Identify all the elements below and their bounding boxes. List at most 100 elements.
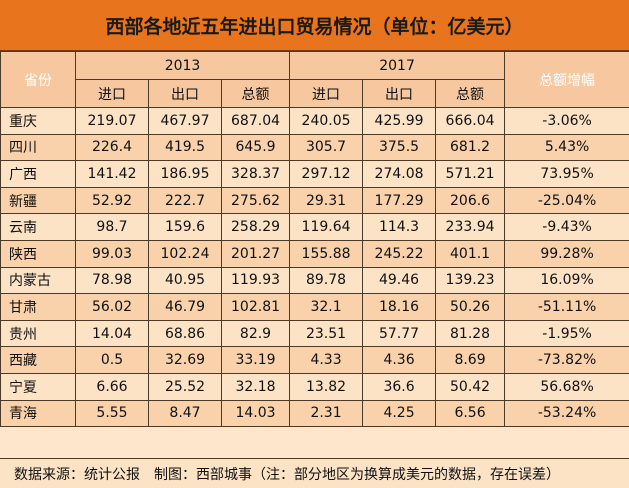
cell-import-2013: 78.98 (75, 266, 149, 295)
cell-export-2017: 274.08 (362, 160, 437, 188)
header-total-2013: 总额 (220, 79, 291, 108)
cell-province: 新疆 (0, 186, 76, 215)
cell-export-2013: 32.69 (148, 346, 222, 374)
header-export-2017: 出口 (362, 79, 437, 108)
cell-growth: 73.95% (504, 160, 629, 188)
cell-growth: 56.68% (504, 372, 629, 401)
cell-import-2017: 155.88 (289, 239, 364, 268)
cell-growth: -1.95% (504, 319, 629, 348)
cell-export-2013: 467.97 (148, 107, 222, 135)
cell-import-2013: 99.03 (75, 239, 149, 268)
cell-total-2013: 14.03 (220, 399, 291, 428)
cell-province: 贵州 (0, 319, 76, 348)
cell-export-2017: 177.29 (362, 186, 437, 215)
cell-import-2013: 141.42 (75, 160, 149, 188)
cell-total-2013: 82.9 (220, 319, 291, 348)
cell-import-2017: 2.31 (289, 399, 364, 428)
cell-total-2013: 645.9 (220, 133, 291, 162)
header-year-2013: 2013 (74, 51, 291, 80)
header-total-2017: 总额 (435, 79, 506, 108)
cell-total-2017: 81.28 (435, 319, 506, 348)
cell-total-2013: 119.93 (220, 266, 291, 295)
cell-total-2017: 139.23 (435, 266, 506, 295)
cell-growth: -9.43% (504, 213, 629, 241)
table-row: 四川 226.4 419.5 645.9 305.7 375.5 681.2 5.43% (0, 133, 629, 162)
cell-export-2013: 46.79 (148, 293, 222, 321)
cell-import-2017: 32.1 (289, 293, 364, 321)
table-row: 云南 98.7 159.6 258.29 119.64 114.3 233.94 -9.43% (0, 213, 629, 241)
cell-growth: -3.06% (504, 107, 629, 135)
cell-total-2017: 681.2 (435, 133, 506, 162)
cell-province: 西藏 (0, 346, 76, 374)
cell-export-2017: 4.25 (362, 399, 437, 428)
cell-import-2013: 52.92 (75, 186, 149, 215)
cell-province: 重庆 (0, 107, 76, 135)
cell-import-2017: 4.33 (289, 346, 364, 374)
cell-export-2013: 25.52 (148, 372, 222, 401)
cell-total-2013: 33.19 (220, 346, 291, 374)
cell-province: 宁夏 (0, 372, 76, 401)
table-row: 贵州 14.04 68.86 82.9 23.51 57.77 81.28 -1.95% (0, 319, 629, 348)
cell-growth: 16.09% (504, 266, 629, 295)
cell-growth: -51.11% (504, 293, 629, 321)
header-export-2013: 出口 (148, 79, 222, 108)
source-note: 数据来源：统计公报 制图：西部城事（注：部分地区为换算成美元的数据，存在误差） (0, 458, 629, 488)
cell-import-2013: 226.4 (75, 133, 149, 162)
cell-total-2017: 571.21 (435, 160, 506, 188)
table-row: 广西 141.42 186.95 328.37 297.12 274.08 571.21 73… (0, 160, 629, 188)
cell-import-2017: 119.64 (289, 213, 364, 241)
cell-export-2017: 57.77 (362, 319, 437, 348)
table-row: 陕西 99.03 102.24 201.27 155.88 245.22 401.1 99.2… (0, 239, 629, 268)
cell-export-2017: 375.5 (362, 133, 437, 162)
table-row: 新疆 52.92 222.7 275.62 29.31 177.29 206.6 -25.04… (0, 186, 629, 215)
trade-table: 省份 2013 2017 总额增幅 进口 出口 总额 进口 出口 总额 重庆 21… (0, 51, 629, 428)
cell-export-2013: 186.95 (148, 160, 222, 188)
cell-export-2013: 419.5 (148, 133, 222, 162)
cell-import-2013: 98.7 (75, 213, 149, 241)
cell-export-2013: 159.6 (148, 213, 222, 241)
table-row: 内蒙古 78.98 40.95 119.93 89.78 49.46 139.23 16.09… (0, 266, 629, 295)
cell-import-2017: 23.51 (289, 319, 364, 348)
cell-growth: -73.82% (504, 346, 629, 374)
cell-import-2017: 240.05 (289, 107, 364, 135)
header-import-2017: 进口 (289, 79, 364, 108)
cell-import-2013: 56.02 (75, 293, 149, 321)
cell-export-2017: 36.6 (362, 372, 437, 401)
cell-province: 甘肃 (0, 293, 76, 321)
cell-import-2013: 219.07 (75, 107, 149, 135)
cell-total-2017: 6.56 (435, 399, 506, 428)
cell-import-2017: 297.12 (289, 160, 364, 188)
cell-total-2017: 50.26 (435, 293, 506, 321)
cell-total-2013: 201.27 (220, 239, 291, 268)
header-year-2017: 2017 (289, 51, 506, 80)
table-body: 重庆 219.07 467.97 687.04 240.05 425.99 666.04 -3… (0, 107, 629, 428)
cell-province: 青海 (0, 399, 76, 428)
cell-import-2017: 89.78 (289, 266, 364, 295)
cell-total-2013: 102.81 (220, 293, 291, 321)
cell-import-2013: 14.04 (75, 319, 149, 348)
cell-total-2017: 50.42 (435, 372, 506, 401)
cell-export-2017: 245.22 (362, 239, 437, 268)
cell-export-2013: 68.86 (148, 319, 222, 348)
cell-import-2017: 305.7 (289, 133, 364, 162)
cell-export-2017: 425.99 (362, 107, 437, 135)
header-growth: 总额增幅 (504, 51, 629, 108)
cell-export-2017: 114.3 (362, 213, 437, 241)
cell-export-2017: 4.36 (362, 346, 437, 374)
table-row: 甘肃 56.02 46.79 102.81 32.1 18.16 50.26 -51.11% (0, 293, 629, 321)
cell-total-2013: 258.29 (220, 213, 291, 241)
cell-export-2013: 8.47 (148, 399, 222, 428)
cell-import-2017: 13.82 (289, 372, 364, 401)
cell-total-2017: 206.6 (435, 186, 506, 215)
cell-import-2013: 0.5 (75, 346, 149, 374)
chart-title: 西部各地近五年进出口贸易情况（单位：亿美元） (0, 0, 629, 51)
cell-total-2013: 275.62 (220, 186, 291, 215)
cell-total-2017: 233.94 (435, 213, 506, 241)
table-row: 青海 5.55 8.47 14.03 2.31 4.25 6.56 -53.24% (0, 399, 629, 428)
cell-total-2013: 687.04 (220, 107, 291, 135)
header-import-2013: 进口 (75, 79, 149, 108)
cell-export-2013: 102.24 (148, 239, 222, 268)
cell-total-2017: 666.04 (435, 107, 506, 135)
cell-export-2017: 18.16 (362, 293, 437, 321)
